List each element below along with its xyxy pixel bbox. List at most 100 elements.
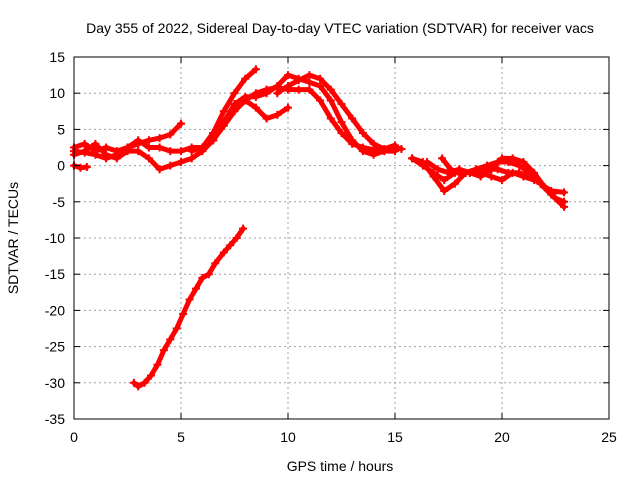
data-point (134, 136, 143, 145)
data-point (551, 194, 560, 203)
data-point (204, 270, 213, 279)
data-point (262, 114, 271, 123)
y-tick-label: 5 (57, 121, 65, 137)
data-point (348, 114, 357, 123)
axis-ticks: 0 5 10 15 20 25 -35 -30 -25 -20 -15 -10 -5 0 5 10 15 (45, 49, 617, 445)
data-point (144, 136, 153, 145)
data-point (455, 168, 464, 177)
data-point (326, 114, 335, 123)
data-point (519, 172, 528, 181)
series-arc-evening-4 (438, 154, 539, 185)
data-point (129, 378, 138, 387)
data-point (284, 81, 292, 90)
data-point (123, 143, 132, 152)
data-point (230, 89, 239, 98)
data-point (153, 360, 162, 369)
data-point (476, 168, 485, 177)
x-tick-label: 0 (70, 429, 78, 445)
data-point (262, 89, 271, 98)
data-point (211, 259, 220, 268)
data-point (155, 134, 164, 143)
data-point (358, 147, 367, 156)
data-point (508, 154, 517, 163)
data-point (540, 183, 549, 192)
x-tick-label: 25 (601, 429, 617, 445)
data-point (316, 81, 325, 90)
data-point (251, 65, 260, 74)
data-point (498, 154, 506, 163)
data-point (369, 150, 378, 159)
data-point (91, 147, 100, 156)
data-point (305, 85, 314, 94)
x-tick-label: 5 (177, 429, 185, 445)
data-point (219, 107, 228, 116)
data-point (438, 154, 447, 163)
data-point (102, 143, 111, 152)
y-tick-label: -20 (45, 302, 65, 318)
series-line (131, 226, 246, 389)
data-point (408, 154, 417, 163)
data-point (251, 92, 260, 101)
data-point (450, 179, 459, 188)
y-tick-label: 15 (49, 49, 65, 65)
data-point (166, 147, 175, 156)
data-point (337, 118, 346, 127)
data-point (177, 147, 185, 156)
chart-title: Day 355 of 2022, Sidereal Day-to-day VTE… (86, 20, 594, 36)
data-point (446, 165, 455, 174)
data-point (166, 335, 175, 344)
data-point (159, 346, 168, 355)
y-tick-label: -5 (53, 194, 66, 210)
data-point (284, 71, 292, 80)
y-tick-label: -25 (45, 339, 65, 355)
y-tick-label: 0 (57, 158, 65, 174)
x-axis-label: GPS time / hours (287, 458, 394, 474)
data-point (102, 150, 111, 159)
data-point (155, 143, 164, 152)
data-point (144, 143, 153, 152)
x-tick-label: 20 (494, 429, 510, 445)
data-point (198, 273, 207, 282)
data-point (166, 130, 175, 139)
data-point (230, 100, 239, 109)
data-point (239, 224, 248, 233)
data-point (418, 161, 427, 170)
series-arc-steep-rise (129, 224, 248, 391)
data-point (326, 85, 335, 94)
data-point (232, 234, 241, 242)
data-point (487, 165, 496, 174)
data-point (112, 147, 121, 156)
data-point (112, 154, 121, 163)
data-point (369, 139, 378, 148)
data-point (465, 168, 474, 177)
data-point (273, 110, 282, 119)
data-point (423, 157, 432, 166)
data-point (172, 324, 181, 333)
data-point (560, 188, 569, 197)
y-axis-label: SDTVAR / TECUs (5, 182, 21, 294)
data-point (187, 147, 196, 156)
data-point (251, 103, 260, 112)
data-point (226, 241, 235, 250)
data-point (185, 295, 194, 304)
data-point (155, 165, 164, 174)
data-point (179, 310, 188, 319)
data-series (70, 65, 569, 391)
data-point (177, 119, 185, 128)
data-point (82, 163, 91, 172)
y-tick-label: -30 (45, 375, 65, 391)
data-point (433, 165, 442, 174)
data-point (177, 157, 185, 166)
data-point (380, 144, 389, 153)
data-point (429, 168, 438, 177)
data-point (316, 96, 325, 105)
x-tick-label: 10 (280, 429, 296, 445)
y-tick-label: -10 (45, 230, 65, 246)
series-arc-dip-near-4h (70, 96, 292, 174)
data-point (326, 96, 335, 105)
data-point (91, 139, 100, 148)
data-point (134, 382, 143, 391)
data-point (284, 103, 292, 112)
